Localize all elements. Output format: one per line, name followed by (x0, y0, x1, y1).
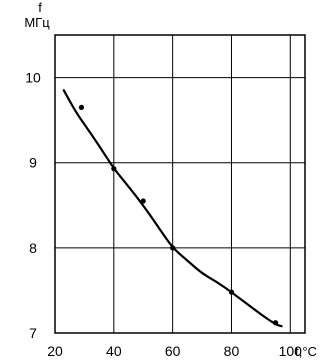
y-tick-label: 7 (29, 325, 37, 341)
data-point (170, 245, 176, 251)
data-point (111, 166, 117, 172)
y-tick-label: 8 (29, 240, 37, 256)
y-axis-label-symbol: f (38, 0, 42, 15)
x-tick-label: 40 (106, 343, 122, 359)
x-tick-label: 60 (165, 343, 181, 359)
data-points (78, 104, 279, 326)
y-tick-labels: 7 8 9 10 (25, 70, 41, 341)
y-axis-label-unit: МГц (24, 15, 50, 30)
y-tick-label: 9 (29, 155, 37, 171)
grid (55, 35, 305, 333)
plot-frame (54, 34, 306, 334)
data-point (228, 289, 235, 295)
x-tick-label: 80 (224, 343, 240, 359)
data-point (272, 320, 279, 326)
data-point (78, 104, 85, 110)
series-curve (62, 89, 283, 328)
x-tick-label: 20 (47, 343, 63, 359)
x-axis-label: t,°C (295, 344, 317, 359)
data-point (140, 198, 146, 204)
x-tick-labels: 20 40 60 80 100 (47, 343, 302, 359)
x-tick-label: 100 (279, 343, 303, 359)
y-tick-label: 10 (25, 70, 41, 86)
